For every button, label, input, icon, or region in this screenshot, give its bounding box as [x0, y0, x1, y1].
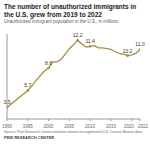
svg-text:1990: 1990 [2, 124, 13, 129]
svg-text:5.7: 5.7 [24, 82, 31, 88]
html-text:Unauthorized immigrant populat: Unauthorized immigrant population in the… [4, 19, 119, 24]
svg-text:11.0: 11.0 [135, 41, 145, 47]
svg-text:10.2: 10.2 [123, 48, 133, 54]
svg-text:2000: 2000 [44, 124, 55, 129]
svg-text:2005: 2005 [64, 124, 75, 129]
html-text:The number of unauthorized imm: The number of unauthorized immigrants in… [4, 3, 137, 18]
svg-text:12.2: 12.2 [73, 32, 83, 38]
svg-text:2020: 2020 [124, 124, 135, 129]
svg-text:1995: 1995 [23, 124, 34, 129]
html-text:Source: Pew Research Center es: Source: Pew Research Center estimates ba… [4, 130, 143, 134]
html-text:PEW RESEARCH CENTER: PEW RESEARCH CENTER [4, 134, 55, 140]
svg-text:2010: 2010 [85, 124, 96, 129]
svg-text:2022: 2022 [138, 124, 149, 129]
svg-text:3.5: 3.5 [4, 99, 11, 105]
svg-text:2015: 2015 [106, 124, 117, 129]
svg-text:11.4: 11.4 [85, 38, 95, 44]
svg-text:8.6: 8.6 [45, 60, 52, 66]
